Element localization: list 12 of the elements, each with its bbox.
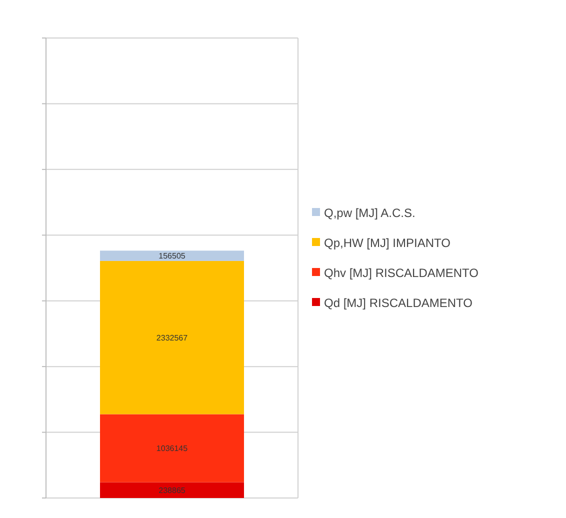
data-label: 1036145 (156, 444, 188, 454)
legend-label: Qd [MJ] RISCALDAMENTO (324, 296, 472, 310)
bar (100, 260, 244, 414)
data-label: 156505 (158, 252, 186, 261)
legend-label: Qp,HW [MJ] IMPIANTO (324, 236, 450, 250)
legend-label: Q,pw [MJ] A.C.S. (324, 206, 416, 220)
legend-label: Qhv [MJ] RISCALDAMENTO (324, 266, 478, 280)
bar (100, 414, 244, 482)
data-label: 238865 (158, 486, 186, 495)
bar (100, 250, 244, 261)
data-label: 2332567 (156, 333, 188, 342)
bar (100, 482, 244, 498)
